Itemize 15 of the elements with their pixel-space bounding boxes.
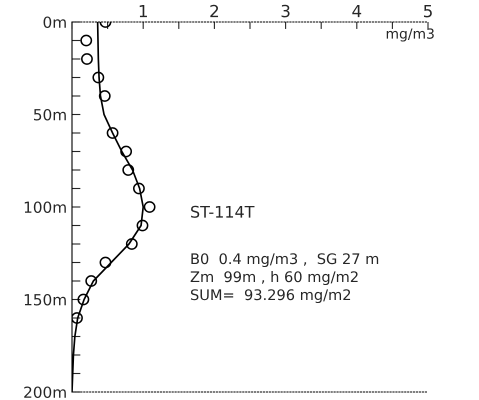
x-tick-label: 5 — [424, 4, 432, 18]
annotation: Zm 99m , h 60 mg/m2 — [190, 270, 358, 286]
x-tick-label: 3 — [282, 4, 290, 18]
x-tick-label: 2 — [210, 4, 218, 18]
annotation: SUM= 93.296 mg/m2 — [190, 289, 350, 304]
x-axis-title: mg/m3 — [386, 28, 434, 42]
annotation: B0 0.4 mg/m3 , SG 27 m — [191, 253, 378, 268]
y-tick-label: 200m — [24, 386, 66, 398]
y-tick-label: 0m — [44, 16, 66, 28]
y-tick-label: 100m — [24, 201, 66, 214]
y-tick-label: 50m — [34, 108, 66, 121]
annotation: ST-114T — [191, 206, 254, 218]
y-tick-label: 150m — [24, 294, 66, 306]
x-tick-label: 1 — [140, 4, 147, 18]
x-tick-label: 4 — [352, 4, 362, 18]
